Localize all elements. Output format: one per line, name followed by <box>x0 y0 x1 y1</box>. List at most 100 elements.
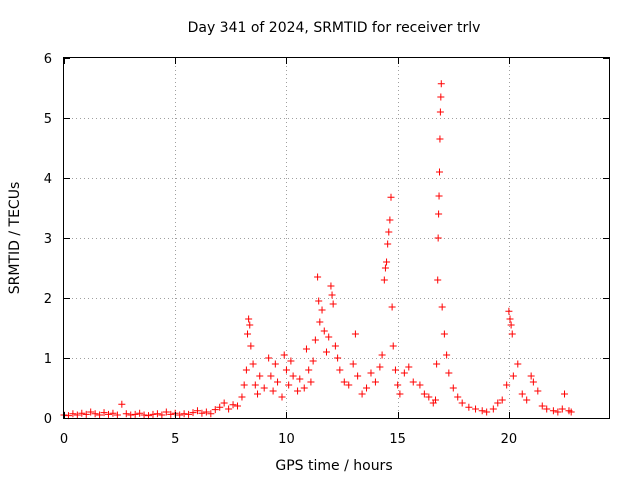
data-point <box>311 336 319 344</box>
data-point <box>73 411 81 419</box>
data-point <box>554 408 562 416</box>
data-point <box>245 315 253 323</box>
data-point <box>244 330 252 338</box>
data-point <box>87 408 95 416</box>
data-point <box>489 405 497 413</box>
data-point <box>113 411 121 419</box>
data-point <box>391 366 399 374</box>
data-point <box>433 360 441 368</box>
x-tick-label: 20 <box>501 432 518 447</box>
data-point <box>383 258 391 266</box>
data-point <box>167 410 175 418</box>
data-point <box>246 321 254 329</box>
data-point <box>289 372 297 380</box>
data-point <box>505 307 513 315</box>
data-point <box>225 405 233 413</box>
data-point <box>274 378 282 386</box>
data-point <box>265 354 273 362</box>
data-point <box>302 345 310 353</box>
data-point <box>118 400 126 408</box>
data-point <box>294 387 302 395</box>
data-point <box>386 216 394 224</box>
data-point <box>558 405 566 413</box>
data-point <box>376 363 384 371</box>
data-point <box>260 384 268 392</box>
data-point <box>435 210 443 218</box>
data-point <box>296 375 304 383</box>
data-point <box>267 372 275 380</box>
data-point <box>327 282 335 290</box>
data-point <box>405 363 413 371</box>
data-point <box>91 410 99 418</box>
data-point <box>280 351 288 359</box>
data-point <box>82 410 90 418</box>
data-point <box>538 402 546 410</box>
data-point <box>334 354 342 362</box>
data-point <box>315 297 323 305</box>
data-point <box>431 396 439 404</box>
x-axis-label: GPS time / hours <box>275 458 392 474</box>
data-point <box>249 360 257 368</box>
data-point <box>543 405 551 413</box>
data-point <box>529 378 537 386</box>
data-point <box>305 366 313 374</box>
data-point <box>381 264 389 272</box>
data-point <box>354 372 362 380</box>
data-point <box>434 276 442 284</box>
data-point <box>454 393 462 401</box>
data-point <box>527 372 535 380</box>
data-point <box>96 411 104 419</box>
x-tick-label: 15 <box>389 432 406 447</box>
y-tick-label: 4 <box>44 172 52 187</box>
data-point <box>309 357 317 365</box>
data-point <box>131 410 139 418</box>
chart-title: Day 341 of 2024, SRMTID for receiver trl… <box>188 20 481 36</box>
data-point <box>437 93 445 101</box>
data-point <box>506 315 514 323</box>
data-point <box>136 409 144 417</box>
data-point <box>416 381 424 389</box>
data-point <box>140 411 148 419</box>
data-point <box>507 321 515 329</box>
data-point <box>162 408 170 416</box>
data-point <box>331 342 339 350</box>
data-point <box>445 369 453 377</box>
data-point <box>242 366 250 374</box>
y-tick-label: 6 <box>44 52 52 67</box>
data-point <box>567 408 575 416</box>
data-point <box>282 366 290 374</box>
data-point <box>109 409 117 417</box>
data-point <box>307 378 315 386</box>
y-tick-label: 0 <box>44 412 52 427</box>
data-point <box>202 408 210 416</box>
data-point <box>394 381 402 389</box>
x-tick-label: 10 <box>278 432 295 447</box>
data-point <box>508 330 516 338</box>
data-point <box>371 378 379 386</box>
data-point <box>127 411 135 419</box>
data-point <box>329 300 337 308</box>
data-point <box>434 234 442 242</box>
data-point <box>478 407 486 415</box>
plot-frame <box>63 57 610 419</box>
y-axis-label: SRMTID / TECUs <box>7 182 23 295</box>
data-point <box>149 410 157 418</box>
data-point <box>278 393 286 401</box>
data-point <box>256 372 264 380</box>
data-point <box>436 108 444 116</box>
data-point <box>518 390 526 398</box>
data-point <box>494 399 502 407</box>
data-point <box>549 407 557 415</box>
data-point <box>325 333 333 341</box>
data-point <box>358 390 366 398</box>
data-point <box>340 378 348 386</box>
data-point <box>351 330 359 338</box>
data-point <box>483 408 491 416</box>
data-point <box>185 410 193 418</box>
data-point <box>503 381 511 389</box>
data-point <box>336 366 344 374</box>
data-point <box>251 381 259 389</box>
data-point <box>435 192 443 200</box>
data-point <box>300 384 308 392</box>
data-point <box>514 360 522 368</box>
